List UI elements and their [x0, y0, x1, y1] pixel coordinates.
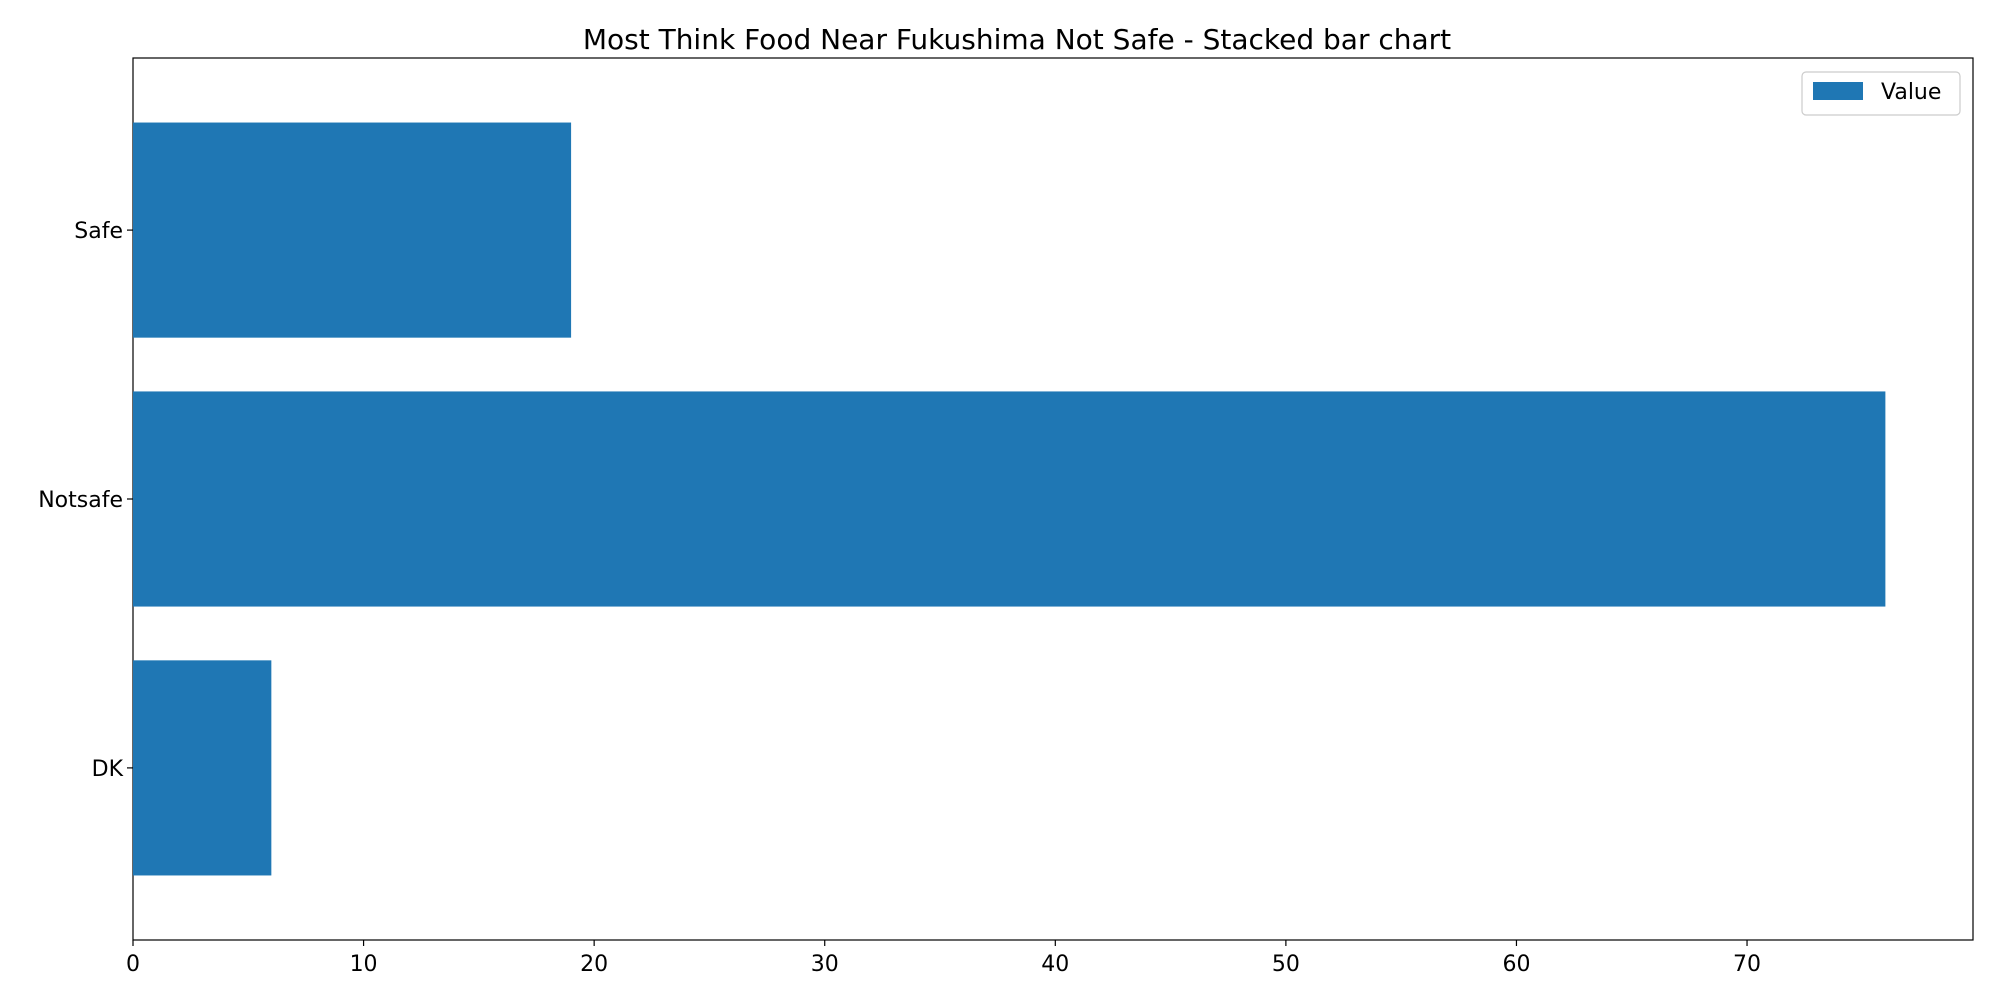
legend-swatch — [1813, 82, 1863, 100]
x-tick-label: 30 — [811, 952, 839, 977]
chart-title: Most Think Food Near Fukushima Not Safe … — [583, 23, 1451, 56]
x-axis: 0 10 20 30 40 50 60 70 — [126, 940, 1761, 977]
x-tick-label: 0 — [126, 952, 140, 977]
y-tick-label: Safe — [74, 219, 123, 244]
bars-group — [133, 122, 1886, 876]
x-tick-label: 50 — [1272, 952, 1300, 977]
bar-dk — [133, 660, 272, 876]
y-tick-label: DK — [92, 757, 124, 782]
bar-safe — [133, 122, 572, 338]
bar-notsafe — [133, 391, 1886, 607]
x-tick-label: 20 — [580, 952, 608, 977]
y-axis: DK Notsafe Safe — [38, 219, 133, 782]
y-tick-label: Notsafe — [38, 488, 123, 513]
x-tick-label: 60 — [1502, 952, 1530, 977]
x-tick-label: 40 — [1041, 952, 1069, 977]
legend-label: Value — [1881, 80, 1941, 105]
x-tick-label: 70 — [1733, 952, 1761, 977]
x-tick-label: 10 — [350, 952, 378, 977]
legend: Value — [1801, 71, 1961, 116]
